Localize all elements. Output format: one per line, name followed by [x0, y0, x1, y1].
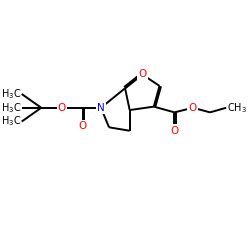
Text: O: O — [58, 103, 66, 113]
Text: O: O — [138, 70, 146, 80]
Text: H$_3$C: H$_3$C — [1, 87, 22, 101]
Text: H$_3$C: H$_3$C — [1, 101, 22, 115]
Text: O: O — [78, 121, 87, 131]
Text: N: N — [97, 103, 105, 113]
Text: H$_3$C: H$_3$C — [1, 115, 22, 128]
Text: O: O — [189, 103, 197, 113]
Text: O: O — [170, 126, 178, 136]
Text: CH$_3$: CH$_3$ — [227, 101, 247, 115]
